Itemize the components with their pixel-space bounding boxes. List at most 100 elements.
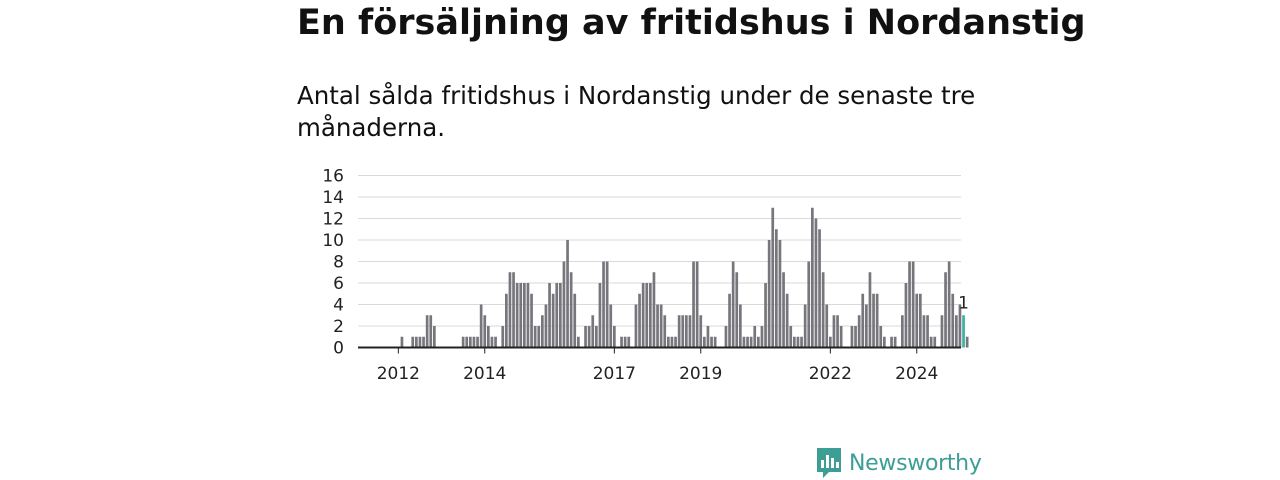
bar <box>850 326 854 348</box>
bar <box>764 283 767 348</box>
bar <box>620 336 623 348</box>
bar <box>559 283 562 348</box>
bar <box>472 336 476 348</box>
bar <box>479 304 483 348</box>
bar <box>685 315 688 348</box>
bar <box>944 272 947 348</box>
bar <box>541 315 544 348</box>
bar <box>904 283 908 348</box>
bar <box>400 336 404 348</box>
bar <box>415 336 418 348</box>
latest-value-label: 1 <box>958 293 969 313</box>
bar <box>929 336 933 348</box>
bar <box>667 336 670 348</box>
bar <box>652 272 656 348</box>
bar <box>422 336 425 348</box>
bar <box>659 304 663 348</box>
bar <box>706 326 710 348</box>
bar <box>919 293 922 348</box>
bar <box>587 326 591 348</box>
bar <box>771 207 775 348</box>
bar <box>613 326 616 348</box>
bar <box>778 240 782 348</box>
bar <box>811 207 814 348</box>
bar <box>832 315 836 348</box>
bar <box>433 326 436 348</box>
x-axis-ticks: 2012 2014 2017 2019 2022 2024 <box>377 347 938 384</box>
bar <box>465 336 469 348</box>
bar <box>591 315 595 348</box>
bar <box>656 304 659 348</box>
bar <box>749 336 753 348</box>
bar <box>674 336 677 348</box>
bar <box>573 293 577 348</box>
bar <box>955 315 958 348</box>
y-tick-label: 14 <box>322 188 344 208</box>
bar <box>577 336 580 348</box>
bar <box>911 261 915 348</box>
bar <box>735 272 739 348</box>
bar <box>530 293 533 348</box>
bar <box>418 336 422 348</box>
bar <box>868 272 872 348</box>
bar <box>537 326 541 348</box>
bar <box>429 315 433 348</box>
bar <box>926 315 929 348</box>
bar <box>533 326 537 348</box>
bar <box>602 261 605 348</box>
bar <box>609 304 613 348</box>
bar <box>818 229 821 348</box>
bar <box>760 326 764 348</box>
bar <box>490 336 494 348</box>
bar <box>757 336 760 348</box>
bar <box>782 272 785 348</box>
y-tick-label: 12 <box>322 210 344 230</box>
x-tick-label: 2014 <box>463 364 506 384</box>
x-tick-label: 2022 <box>809 364 852 384</box>
bar <box>724 326 728 348</box>
bar <box>476 336 479 348</box>
bar <box>875 293 879 348</box>
bar <box>663 315 667 348</box>
bar <box>915 293 919 348</box>
bar <box>803 304 807 348</box>
bar <box>634 304 638 348</box>
bar-chart-speech-bubble-icon <box>817 448 841 478</box>
bar <box>857 315 861 348</box>
bar <box>469 336 472 348</box>
bar <box>703 336 706 348</box>
bar <box>641 283 645 348</box>
bar <box>710 336 713 348</box>
bar <box>836 315 839 348</box>
bar <box>515 283 519 348</box>
bar <box>796 336 800 348</box>
bar <box>677 315 681 348</box>
bar <box>584 326 587 348</box>
bar <box>947 261 951 348</box>
y-tick-label: 0 <box>333 339 344 359</box>
bar <box>670 336 674 348</box>
bar <box>638 293 641 348</box>
y-tick-label: 16 <box>322 167 344 187</box>
bar <box>829 336 832 348</box>
y-tick-label: 4 <box>333 296 344 316</box>
bar <box>649 283 652 348</box>
bar <box>958 304 962 348</box>
bar <box>825 304 829 348</box>
bar <box>854 326 857 348</box>
bar <box>713 336 717 348</box>
chart-title: En försäljning av fritidshus i Nordansti… <box>297 3 1086 43</box>
bar <box>623 336 627 348</box>
bar <box>785 293 789 348</box>
bar <box>872 293 875 348</box>
bar <box>807 261 811 348</box>
y-tick-label: 6 <box>333 274 344 294</box>
x-tick-label: 2012 <box>377 364 420 384</box>
bar <box>922 315 926 348</box>
bar <box>519 283 523 348</box>
bar <box>893 336 897 348</box>
bar <box>861 293 865 348</box>
bar <box>512 272 515 348</box>
